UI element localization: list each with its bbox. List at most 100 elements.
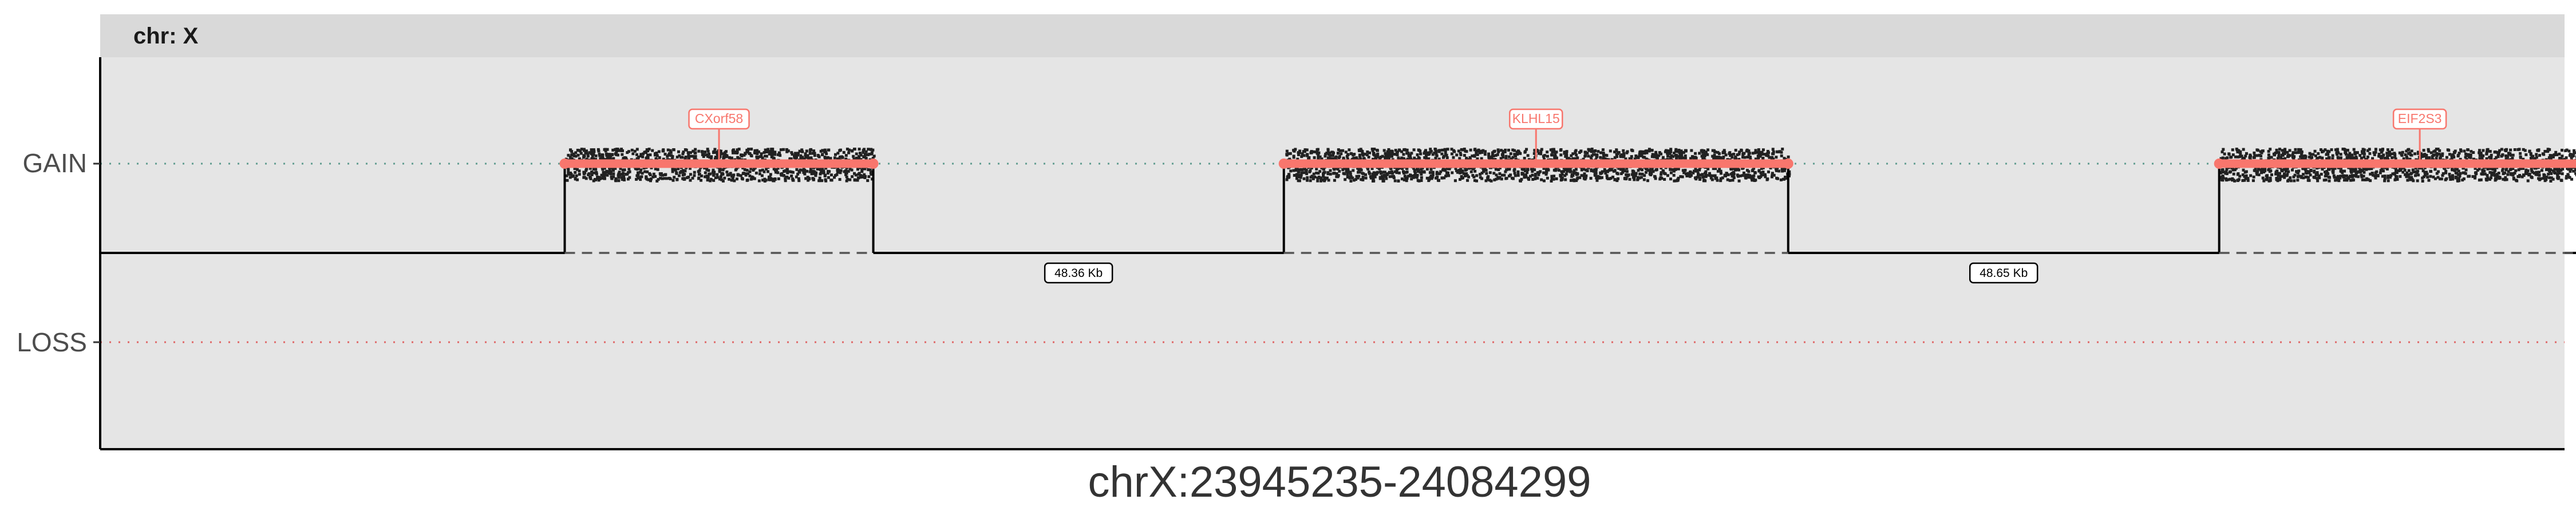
data-point <box>2270 173 2274 176</box>
data-point <box>1642 156 1645 159</box>
data-point <box>646 156 650 160</box>
data-point <box>769 173 772 176</box>
data-point <box>1690 155 1694 159</box>
data-point <box>1638 154 1641 157</box>
data-point <box>2269 176 2272 180</box>
data-point <box>640 175 643 179</box>
data-point <box>1480 149 1484 153</box>
data-point <box>1397 148 1401 152</box>
data-point <box>1505 177 1508 180</box>
data-point <box>2464 156 2467 159</box>
data-point <box>743 168 746 171</box>
data-point <box>2549 168 2553 172</box>
data-point <box>836 170 839 173</box>
data-point <box>1374 156 1377 160</box>
data-point <box>805 169 809 173</box>
data-point <box>1752 177 1755 181</box>
data-point <box>637 167 640 171</box>
data-point <box>1352 179 1356 182</box>
data-point <box>824 167 828 170</box>
data-point <box>2374 150 2377 154</box>
data-point <box>2504 157 2508 161</box>
data-point <box>1568 170 1572 173</box>
data-point <box>1642 178 1646 181</box>
data-point <box>651 175 655 179</box>
data-point <box>1540 178 1543 181</box>
data-point <box>1458 157 1461 160</box>
data-point <box>2428 156 2431 160</box>
data-point <box>2467 175 2470 178</box>
data-point <box>625 172 628 176</box>
data-point <box>1673 167 1677 171</box>
data-point <box>2423 153 2427 156</box>
data-point <box>2244 154 2247 158</box>
data-point <box>1459 151 1462 154</box>
data-point <box>2344 151 2347 154</box>
data-point <box>757 179 761 183</box>
data-point <box>1313 156 1316 159</box>
data-point <box>662 149 665 153</box>
data-point <box>2450 156 2453 160</box>
data-point <box>1544 173 1548 176</box>
data-point <box>576 178 579 181</box>
data-point <box>639 153 643 156</box>
data-point <box>785 175 789 179</box>
data-point <box>1753 151 1757 154</box>
data-point <box>1771 148 1775 151</box>
data-point <box>2346 157 2349 160</box>
data-point <box>1578 176 1582 179</box>
data-point <box>867 168 870 172</box>
gene-label: EIF2S3 <box>2398 111 2442 126</box>
data-point <box>848 178 852 181</box>
data-point <box>1431 153 1435 156</box>
data-point <box>2339 153 2342 156</box>
data-point <box>749 177 753 181</box>
data-point <box>1615 179 1619 183</box>
data-point <box>2238 155 2242 159</box>
data-point <box>1483 153 1487 156</box>
data-point <box>713 148 717 151</box>
data-point <box>824 178 827 181</box>
data-point <box>1622 149 1625 152</box>
data-point <box>2320 172 2323 176</box>
data-point <box>2291 151 2295 154</box>
data-point <box>1286 175 1290 178</box>
data-point <box>735 177 738 181</box>
data-point <box>745 150 749 153</box>
data-point <box>1378 177 1382 180</box>
data-point <box>1535 176 1539 180</box>
data-point <box>610 175 613 179</box>
data-point <box>2274 172 2278 176</box>
data-point <box>1593 153 1597 156</box>
data-point <box>1507 175 1511 178</box>
data-point <box>1376 155 1380 159</box>
data-point <box>1534 177 1537 180</box>
data-point <box>1697 172 1700 175</box>
data-point <box>736 173 740 176</box>
data-point <box>1363 152 1366 156</box>
data-point <box>2391 152 2395 156</box>
data-point <box>2255 154 2259 157</box>
data-point <box>1562 170 1566 173</box>
data-point <box>730 156 733 160</box>
data-point <box>2350 153 2354 157</box>
data-point <box>839 169 843 172</box>
data-point <box>1684 172 1688 176</box>
data-point <box>2276 157 2279 160</box>
data-point <box>803 172 807 176</box>
data-point <box>2422 175 2425 179</box>
data-point <box>785 168 789 171</box>
data-point <box>1341 168 1345 172</box>
data-point <box>610 177 614 180</box>
data-point <box>2360 156 2363 160</box>
data-point <box>1684 168 1687 172</box>
data-point <box>2252 156 2255 159</box>
data-point <box>1332 154 1335 157</box>
data-point <box>1747 175 1750 178</box>
data-point <box>2554 150 2558 154</box>
data-point <box>740 153 744 157</box>
data-point <box>1427 157 1431 160</box>
data-point <box>2412 179 2415 183</box>
data-point <box>868 168 872 172</box>
